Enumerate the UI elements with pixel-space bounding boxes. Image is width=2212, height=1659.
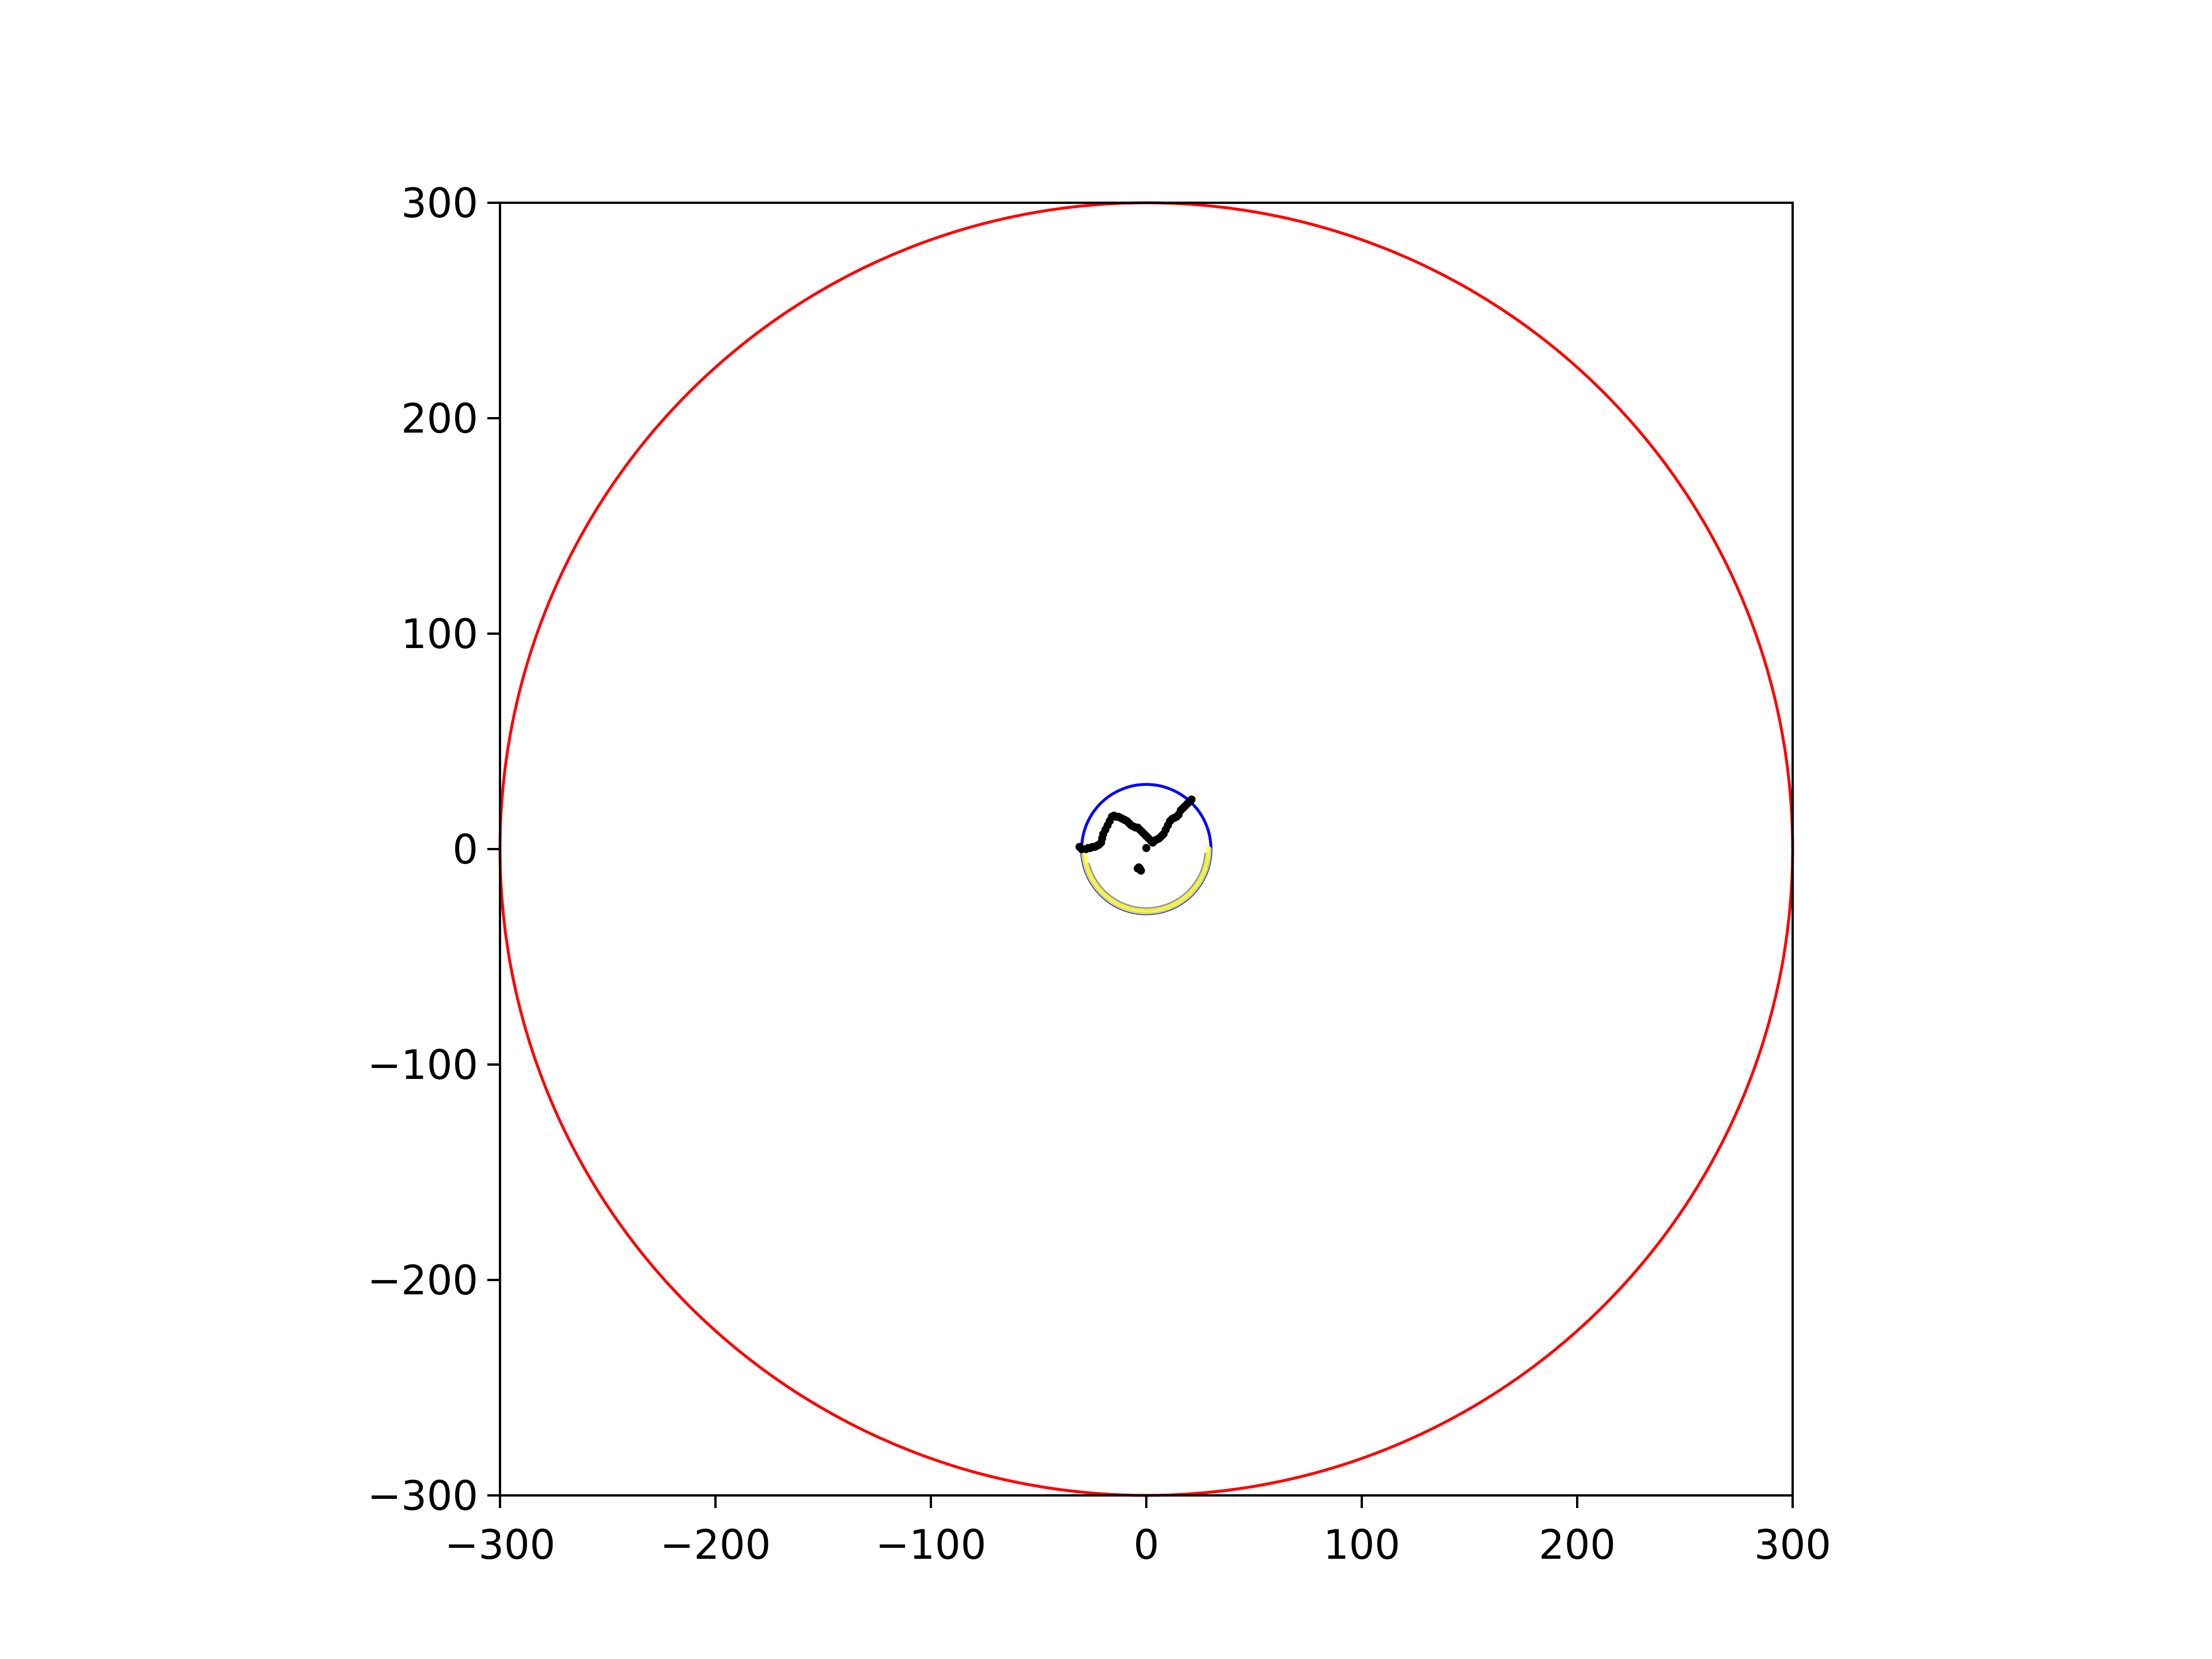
x-tick-label: −100 xyxy=(876,1521,986,1569)
yellow-arc xyxy=(1081,846,1212,915)
y-tick-label: 300 xyxy=(401,180,478,227)
x-tick-label: 0 xyxy=(1134,1521,1160,1569)
data-point xyxy=(1142,844,1150,853)
x-tick-label: 300 xyxy=(1754,1521,1831,1569)
data-point xyxy=(1137,866,1145,875)
y-tick-label: −100 xyxy=(368,1041,478,1089)
y-tick-label: −300 xyxy=(368,1472,478,1520)
x-tick-label: −300 xyxy=(445,1521,555,1569)
x-tick-label: 100 xyxy=(1323,1521,1400,1569)
x-tick-label: −200 xyxy=(660,1521,771,1569)
x-axis: −300 −200 −100 0 100 200 300 xyxy=(445,1495,1831,1569)
y-tick-label: 100 xyxy=(401,611,478,658)
y-tick-label: 0 xyxy=(452,826,478,873)
y-axis: −300 −200 −100 0 100 200 300 xyxy=(368,180,500,1520)
x-tick-label: 200 xyxy=(1539,1521,1616,1569)
y-tick-label: 200 xyxy=(401,395,478,442)
data-point xyxy=(1187,795,1196,804)
y-tick-label: −200 xyxy=(368,1257,478,1304)
